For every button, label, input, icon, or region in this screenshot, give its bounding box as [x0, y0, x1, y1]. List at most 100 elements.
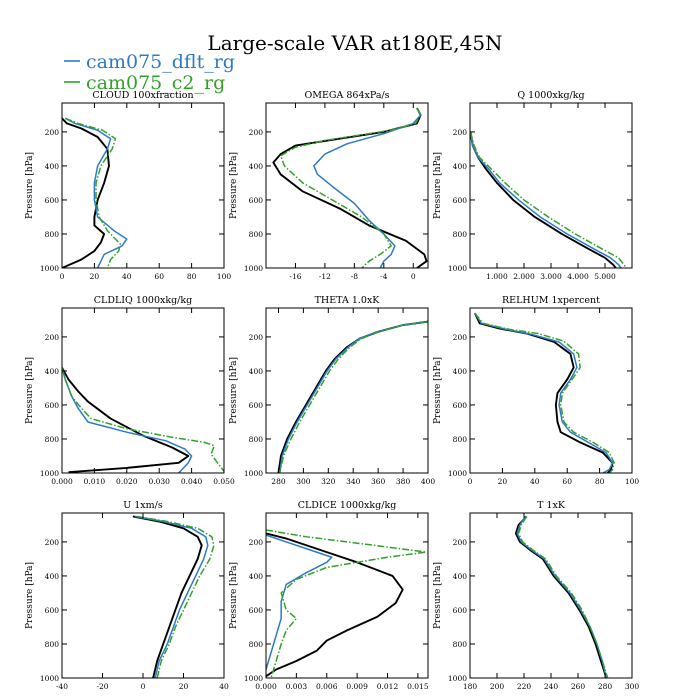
legend: cam075_dflt_rg cam075_c2_rg [64, 51, 235, 94]
x-tick-label: 0.010 [84, 477, 106, 486]
x-tick-label: -8 [351, 272, 359, 281]
plot-frame [469, 307, 633, 474]
panel-title: Q 1000xkg/kg [517, 90, 584, 101]
y-tick-label: 400 [45, 162, 60, 171]
y-axis-label: Pressure [hPa] [25, 562, 35, 629]
x-tick-label: 60 [562, 477, 572, 486]
y-tick-label: 600 [249, 196, 264, 205]
x-tick-label: 240 [544, 682, 559, 691]
series-line-c2 [474, 312, 615, 473]
panel-title: RELHUM 1xpercent [502, 295, 600, 306]
x-tick-label: 0 [60, 272, 65, 281]
x-tick-label: 80 [595, 477, 605, 486]
y-tick-label: 800 [249, 230, 264, 239]
y-tick-label: 800 [453, 435, 468, 444]
x-tick-label: 0 [468, 477, 473, 486]
series-line-c2 [279, 107, 422, 268]
series-line-c2 [278, 320, 428, 473]
y-tick-label: 200 [249, 538, 264, 547]
figure-title: Large-scale VAR at180E,45N [207, 31, 502, 55]
y-tick-label: 800 [453, 230, 468, 239]
y-tick-label: 1000 [40, 264, 59, 273]
series-line-dflt [266, 534, 333, 670]
series-line-dflt [470, 131, 622, 268]
y-tick-label: 1000 [40, 469, 59, 478]
plot-frame [265, 307, 429, 474]
y-tick-label: 400 [249, 367, 264, 376]
y-tick-label: 600 [453, 196, 468, 205]
y-tick-label: 600 [453, 401, 468, 410]
y-tick-label: 400 [453, 572, 468, 581]
y-tick-label: 600 [45, 401, 60, 410]
series-line-c2 [266, 529, 427, 678]
y-tick-label: 200 [453, 333, 468, 342]
x-tick-label: 400 [421, 477, 436, 486]
x-tick-label: 20 [90, 272, 100, 281]
x-tick-label: 0.050 [213, 477, 235, 486]
x-tick-label: 0.006 [316, 682, 338, 691]
legend-label-dflt: cam075_dflt_rg [86, 51, 235, 73]
x-tick-label: 3.000 [540, 272, 562, 281]
plot-frame [469, 512, 633, 679]
panel-2: OMEGA 864xPa/s 200 400 600 800 1000 -16 -12 -8 -4… [229, 90, 429, 281]
y-tick-label: 1000 [244, 674, 263, 683]
x-tick-label: 40 [219, 682, 229, 691]
y-tick-label: 1000 [40, 674, 59, 683]
plot-frame [265, 102, 429, 269]
y-tick-label: 400 [453, 162, 468, 171]
x-tick-label: 100 [625, 477, 640, 486]
panel-title: CLDICE 1000xkg/kg [298, 500, 397, 511]
x-tick-label: 100 [217, 272, 232, 281]
x-tick-label: 4.000 [567, 272, 589, 281]
legend-label-c2: cam075_c2_rg [86, 72, 225, 94]
plot-frame [265, 512, 429, 679]
x-tick-label: 300 [625, 682, 640, 691]
x-tick-label: -16 [289, 272, 301, 281]
x-tick-label: 0.000 [255, 682, 277, 691]
series-line-control [62, 117, 110, 268]
x-tick-label: 0.030 [148, 477, 170, 486]
panel-3: Q 1000xkg/kg 200 400 600 800 1000 1.000 2.000 3.… [433, 90, 633, 281]
x-tick-label: 60 [154, 272, 164, 281]
y-tick-label: 200 [453, 128, 468, 137]
panel-title: T 1xK [537, 500, 566, 511]
y-tick-label: 200 [45, 333, 60, 342]
y-tick-label: 600 [453, 606, 468, 615]
y-tick-label: 800 [45, 435, 60, 444]
y-tick-label: 400 [249, 162, 264, 171]
x-tick-label: 320 [321, 477, 336, 486]
y-tick-label: 400 [45, 367, 60, 376]
y-tick-label: 800 [45, 230, 60, 239]
y-tick-label: 1000 [448, 264, 467, 273]
x-tick-label: 340 [346, 477, 361, 486]
series-line-c2 [62, 367, 224, 472]
series-line-dflt [516, 515, 608, 678]
y-tick-label: 1000 [448, 674, 467, 683]
series-line-c2 [136, 515, 215, 678]
panel-title: U 1xm/s [123, 500, 163, 511]
series-line-control [266, 532, 404, 678]
y-tick-label: 600 [45, 196, 60, 205]
x-tick-label: 0.015 [407, 682, 429, 691]
x-tick-label: 360 [371, 477, 386, 486]
y-axis-label: Pressure [hPa] [229, 357, 239, 424]
x-tick-label: -20 [96, 682, 108, 691]
y-tick-label: 400 [453, 367, 468, 376]
series-line-control [62, 367, 190, 473]
panel-title: OMEGA 864xPa/s [304, 90, 389, 101]
x-tick-label: 2.000 [513, 272, 535, 281]
x-tick-label: 200 [490, 682, 505, 691]
series-line-dflt [62, 367, 193, 473]
y-axis-label: Pressure [hPa] [229, 562, 239, 629]
series-line-c2 [64, 117, 122, 268]
plot-frame [61, 102, 225, 269]
x-tick-label: 20 [498, 477, 508, 486]
y-tick-label: 400 [249, 572, 264, 581]
x-tick-label: 5.000 [594, 272, 616, 281]
